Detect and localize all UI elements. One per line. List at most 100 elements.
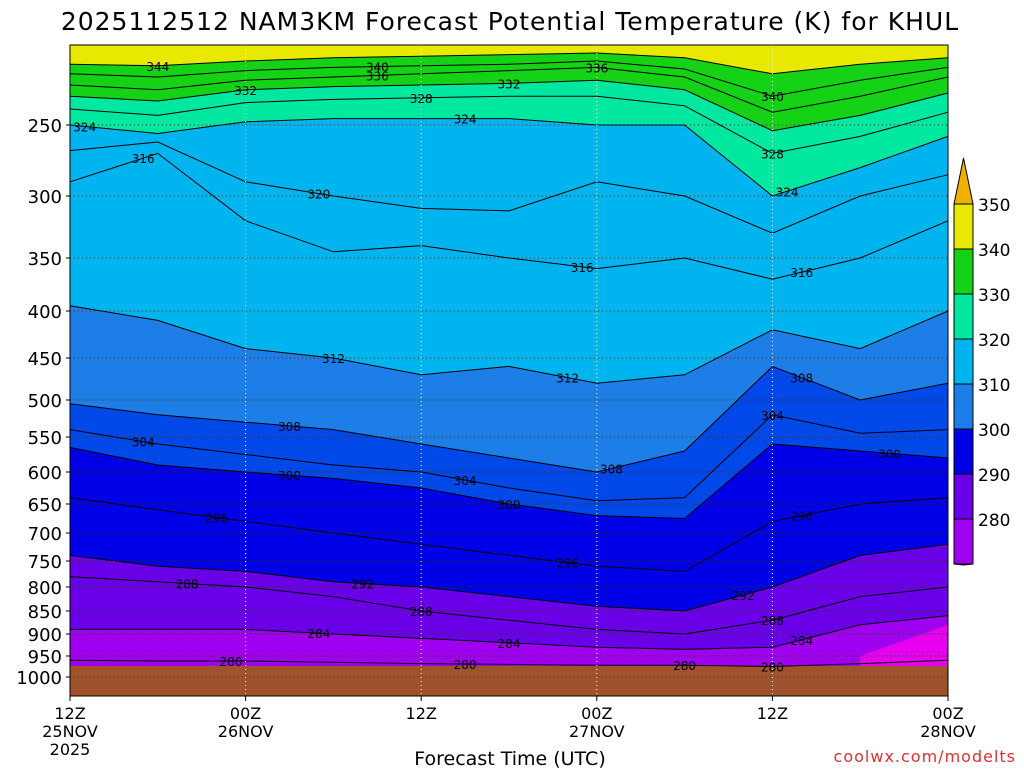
- colorbar-swatch: [953, 518, 974, 565]
- y-tick-label: 400: [28, 302, 62, 323]
- isentrope-line: [69, 95, 949, 154]
- y-tick-label: 700: [28, 524, 62, 545]
- isentrope-line: [69, 152, 949, 280]
- contour-label: 324: [73, 120, 96, 134]
- y-tick-label: 450: [28, 349, 62, 370]
- contour-label: 308: [600, 463, 623, 477]
- colorbar-swatch: [953, 293, 974, 340]
- y-tick-label: 550: [28, 428, 62, 449]
- y-tick-label: 650: [28, 495, 62, 516]
- contour-label: 296: [790, 510, 813, 524]
- x-tick-day: 25NOV: [42, 722, 98, 741]
- isentrope-line: [69, 659, 949, 668]
- ground-surface: [70, 666, 948, 696]
- x-tick-label: 00Z: [230, 704, 261, 723]
- y-axis: 2503003504004505005506006507007508008509…: [16, 116, 70, 689]
- isentrope-line: [69, 141, 949, 234]
- potential-temperature-fills: [70, 45, 948, 696]
- isentrope-line: [69, 79, 949, 132]
- x-tick-day: 26NOV: [218, 722, 274, 741]
- fill-band: [70, 45, 948, 74]
- contour-label: 320: [307, 188, 330, 202]
- colorbar-swatch: [953, 338, 974, 385]
- contour-label: 316: [132, 152, 155, 166]
- chart-title: 2025112512 NAM3KM Forecast Potential Tem…: [61, 7, 959, 36]
- x-tick-label: 00Z: [932, 704, 963, 723]
- colorbar-swatch: [953, 203, 974, 250]
- colorbar-label: 280: [978, 511, 1010, 531]
- contour-label: 328: [761, 147, 784, 161]
- contour-label: 312: [556, 372, 579, 386]
- contour-label: 288: [176, 578, 199, 592]
- contour-label: 308: [790, 372, 813, 386]
- y-tick-label: 900: [28, 625, 62, 646]
- isentrope-line: [69, 66, 949, 113]
- y-tick-label: 750: [28, 552, 62, 573]
- colorbar-label: 290: [978, 466, 1010, 486]
- contour-label: 296: [556, 557, 579, 571]
- color-scale-legend: 350 340 330 320 310 300 290 280: [953, 157, 1010, 566]
- contour-label: 324: [454, 113, 477, 127]
- colorbar-swatch: [953, 473, 974, 520]
- y-tick-label: 950: [28, 647, 62, 668]
- contour-label: 292: [732, 589, 755, 603]
- contour-label: 280: [220, 655, 243, 669]
- contour-label: 324: [776, 185, 799, 199]
- contour-label: 288: [761, 614, 784, 628]
- colorbar-top-arrow: [953, 157, 974, 205]
- contour-label: 280: [673, 659, 696, 673]
- contour-label: 304: [454, 474, 477, 488]
- y-tick-label: 500: [28, 391, 62, 412]
- isentrope-line: [69, 414, 949, 502]
- y-tick-label: 800: [28, 578, 62, 599]
- contour-label: 284: [790, 634, 813, 648]
- contour-label: 292: [351, 578, 374, 592]
- y-tick-label: 250: [28, 116, 62, 137]
- isentrope-line: [69, 118, 949, 197]
- colorbar-label: 320: [978, 331, 1010, 351]
- contour-label: 284: [307, 627, 330, 641]
- x-tick-day: 27NOV: [569, 722, 625, 741]
- plot-frame: [69, 44, 949, 697]
- isentrope-line: [69, 305, 949, 384]
- colorbar-label: 310: [978, 376, 1010, 396]
- x-tick-day: 28NOV: [920, 722, 976, 741]
- contour-label: 312: [322, 352, 345, 366]
- colorbar-label: 340: [978, 241, 1010, 261]
- isentrope-line: [69, 52, 949, 75]
- contour-label: 316: [571, 261, 594, 275]
- colorbar-swatch: [953, 428, 974, 475]
- contour-label: 308: [278, 420, 301, 434]
- contour-label: 288: [410, 605, 433, 619]
- contour-label: 332: [234, 84, 257, 98]
- contour-label: 280: [454, 658, 477, 672]
- colorbar-bottom-arrow: [953, 563, 974, 566]
- contour-label: 304: [761, 409, 784, 423]
- x-tick-label: 00Z: [581, 704, 612, 723]
- isentrope-line: [69, 365, 949, 473]
- y-tick-label: 300: [28, 187, 62, 208]
- colorbar-label: 350: [978, 196, 1010, 216]
- y-tick-label: 600: [28, 463, 62, 484]
- contour-label: 340: [761, 90, 784, 104]
- y-tick-label: 1000: [16, 668, 62, 689]
- contour-label: 328: [410, 92, 433, 106]
- contour-label: 340: [366, 61, 389, 75]
- contour-label: 336: [585, 61, 608, 75]
- contour-label: 300: [498, 498, 521, 512]
- colorbar-swatch: [953, 248, 974, 295]
- contour-label: 316: [790, 266, 813, 280]
- y-tick-label: 350: [28, 249, 62, 270]
- isentrope-line: [69, 443, 949, 520]
- x-tick-label: 12Z: [54, 704, 85, 723]
- contour-label: 300: [278, 469, 301, 483]
- x-tick-year: 2025: [50, 740, 91, 759]
- isentrope-line: [69, 576, 949, 635]
- contour-label: 280: [761, 661, 784, 675]
- isentrope-line: [69, 543, 949, 612]
- x-axis-label: Forecast Time (UTC): [414, 748, 605, 768]
- contour-label: 304: [132, 436, 155, 450]
